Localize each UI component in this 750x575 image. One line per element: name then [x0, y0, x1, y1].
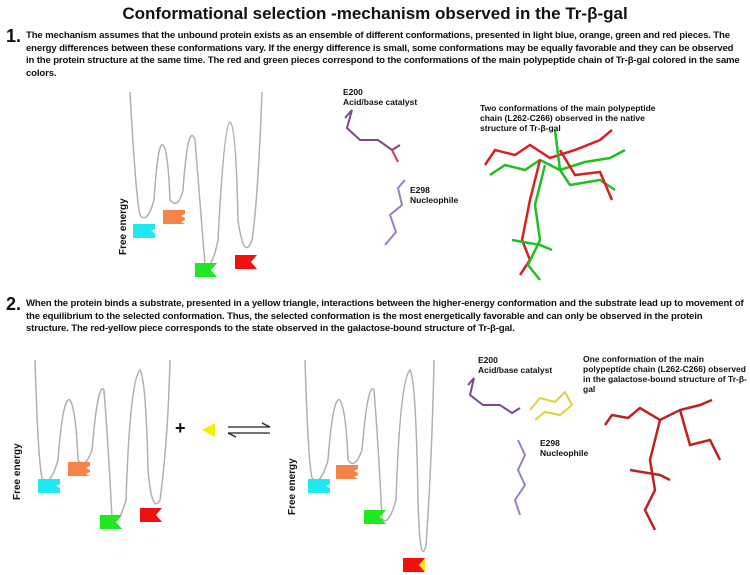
e298-residue — [513, 439, 527, 516]
e298-role: Nucleophile — [540, 448, 589, 458]
orange-piece — [68, 462, 90, 476]
orange-piece — [336, 465, 358, 479]
section-1-number: 1. — [6, 26, 22, 46]
energy-curve-2 — [34, 359, 171, 522]
e298-name: E298 — [410, 185, 430, 195]
section-2-number: 2. — [6, 294, 22, 314]
e200-label: E200 Acid/base catalyst — [343, 87, 417, 107]
native-structure-caption: Two conformations of the main polypeptid… — [480, 103, 656, 133]
free-energy-axis-label-1: Free energy — [118, 198, 129, 255]
green-piece — [195, 263, 217, 277]
e200-residue — [467, 377, 521, 415]
e200-role: Acid/base catalyst — [343, 97, 418, 107]
free-energy-axis-label-2: Free energy — [12, 443, 23, 500]
green-piece — [100, 515, 122, 529]
e298-label: E298 Nucleophile — [540, 438, 588, 458]
light-blue-piece — [38, 479, 60, 493]
energy-curve-3 — [304, 359, 435, 553]
light-blue-piece — [308, 479, 330, 493]
bound-structure-caption: One conformation of the main polypeptide… — [583, 354, 747, 394]
e298-residue — [384, 179, 406, 246]
e200-role: Acid/base catalyst — [478, 365, 553, 375]
bound-chain-structure — [603, 398, 722, 531]
e200-label: E200 Acid/base catalyst — [478, 355, 552, 375]
galactose — [529, 390, 574, 421]
e200-name: E200 — [343, 87, 363, 97]
plus-sign: + — [175, 418, 186, 438]
e298-role: Nucleophile — [410, 195, 459, 205]
red-piece — [235, 255, 257, 269]
e298-label: E298 Nucleophile — [410, 185, 458, 205]
green-piece — [364, 510, 386, 524]
section-1-text: The mechanism assumes that the unbound p… — [26, 30, 740, 79]
orange-piece — [163, 210, 185, 224]
page-title: Conformational selection -mechanism obse… — [122, 4, 628, 23]
energy-curve-1 — [129, 91, 263, 267]
light-blue-piece — [133, 224, 155, 238]
e200-residue — [344, 109, 401, 152]
section-2-text: When the protein binds a substrate, pres… — [26, 298, 744, 334]
red-yellow-piece — [403, 558, 425, 572]
e298-name: E298 — [540, 438, 560, 448]
substrate-triangle — [202, 423, 215, 437]
e200-name: E200 — [478, 355, 498, 365]
equilibrium-arrows — [227, 422, 271, 438]
red-piece — [140, 508, 162, 522]
native-chain-structure — [483, 129, 626, 281]
free-energy-axis-label-3: Free energy — [287, 458, 298, 515]
